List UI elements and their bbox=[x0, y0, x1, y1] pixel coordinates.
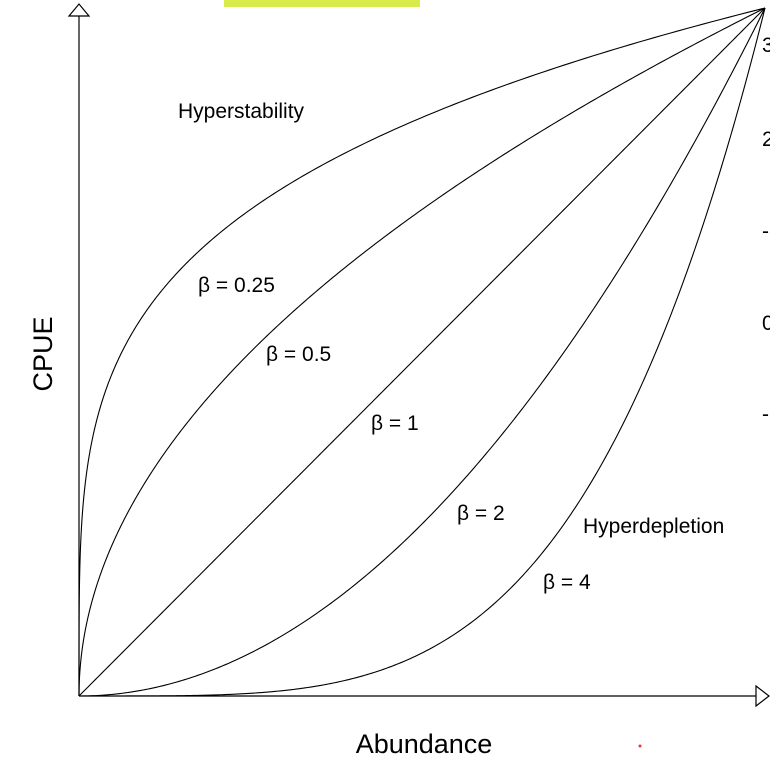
edge-fragment: -1 bbox=[762, 403, 770, 426]
y-axis-label: CPUE bbox=[28, 316, 58, 391]
curve-label: β = 1 bbox=[371, 412, 419, 435]
curve bbox=[78, 7, 766, 697]
dot bbox=[638, 744, 642, 748]
highlight bbox=[224, 0, 420, 7]
curve bbox=[78, 7, 766, 697]
curve-label: β = 4 bbox=[543, 571, 591, 594]
edge-fragment: - bbox=[762, 220, 769, 243]
y-arrow bbox=[67, 3, 91, 17]
edge-fragment: 0 bbox=[762, 312, 770, 335]
region-label: Hyperstability bbox=[178, 100, 305, 123]
curve-label: β = 0.25 bbox=[198, 274, 275, 297]
edge-fragment: 3 bbox=[762, 34, 770, 57]
curve bbox=[78, 7, 766, 697]
x-axis-label: Abundance bbox=[356, 729, 493, 759]
region-label: Hyperdepletion bbox=[583, 515, 724, 538]
curve-label: β = 2 bbox=[457, 502, 505, 525]
x-arrow bbox=[755, 684, 770, 708]
curve-label: β = 0.5 bbox=[266, 343, 331, 366]
curve bbox=[78, 7, 766, 696]
curve bbox=[79, 7, 766, 697]
edge-fragment: 2 bbox=[762, 128, 770, 151]
